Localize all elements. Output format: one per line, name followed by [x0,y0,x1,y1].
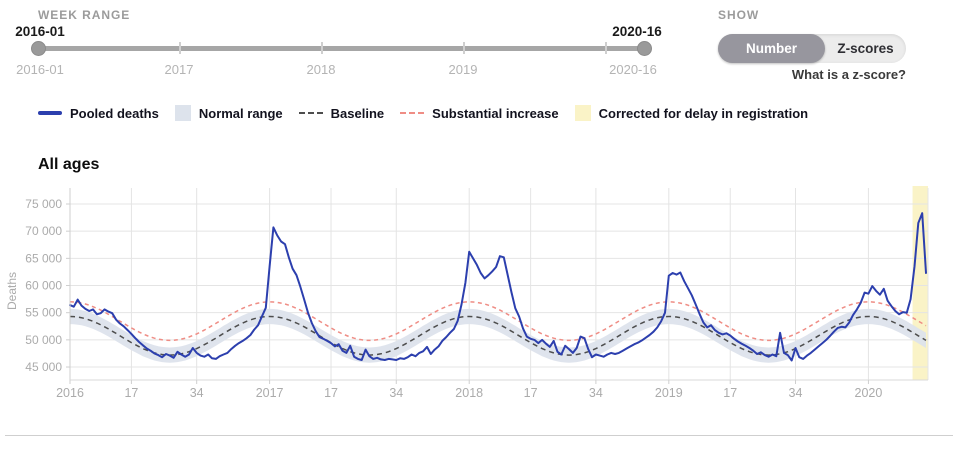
legend-label: Baseline [330,105,385,121]
legend-label: Substantial increase [432,105,559,121]
bottom-divider [5,435,953,436]
pooled-deaths-line [69,212,927,362]
legend-item-baseline: Baseline [298,105,385,121]
week-range-slider-track[interactable] [38,46,648,51]
x-tick-label: 2018 [455,386,483,400]
slider-start-value: 2016-01 [15,24,65,39]
slider-scale-2017: 2017 [164,62,194,77]
slider-scale-2018: 2018 [306,62,336,77]
slider-scale-2016-01: 2016-01 [16,62,64,77]
x-tick-label: 2016 [56,386,84,400]
x-tick-label: 34 [589,386,603,400]
mortality-chart[interactable]: 75 000 70 000 65 000 60 000 55 000 50 000 45 0… [0,176,959,421]
z-scores-button[interactable]: Z-scores [837,41,894,56]
corrected-region-band [912,186,928,380]
y-tick-label: 45 000 [25,360,62,374]
slider-handle-start[interactable] [31,41,46,56]
x-tick-label: 17 [124,386,138,400]
z-score-help-link[interactable]: What is a z-score? [791,67,906,82]
legend-label: Normal range [198,105,283,121]
number-button[interactable]: Number [718,34,825,63]
slider-scale-2020-16: 2020-16 [609,62,657,77]
section-title-all-ages: All ages [38,156,100,173]
legend-item-substantial-increase: Substantial increase [400,105,559,121]
slider-tick-2020 [605,42,607,54]
substantial-increase-swatch-icon [400,112,425,114]
slider-tick-2019 [463,42,465,54]
x-tick-label: 2020 [855,386,883,400]
x-tick-label: 2019 [655,386,683,400]
y-tick-label: 50 000 [25,333,62,347]
x-tick-label: 17 [723,386,737,400]
x-tick-label: 34 [789,386,803,400]
y-tick-label: 55 000 [25,306,62,320]
show-toggle: Number Z-scores [718,34,906,63]
chart-canvas[interactable]: 75 000 70 000 65 000 60 000 55 000 50 000 45 0… [0,176,959,421]
chart-legend: Pooled deaths Normal range Baseline Subs… [38,105,808,121]
legend-item-normal-range: Normal range [174,105,283,121]
y-tick-label: 60 000 [25,279,62,293]
week-range-label: WEEK RANGE [38,8,131,22]
x-tick-label: 34 [190,386,204,400]
x-tick-label: 2017 [256,386,284,400]
y-tick-label: 70 000 [25,224,62,238]
legend-label: Pooled deaths [70,105,159,121]
pooled-deaths-swatch-icon [38,111,62,115]
y-tick-label: 65 000 [25,251,62,265]
slider-tick-2018 [321,42,323,54]
slider-end-value: 2020-16 [612,24,662,39]
normal-range-swatch-icon [174,105,191,121]
slider-handle-end[interactable] [637,41,652,56]
legend-item-pooled-deaths: Pooled deaths [38,106,159,121]
x-tick-label: 17 [324,386,338,400]
y-axis-title: Deaths [5,272,19,310]
slider-scale-2019: 2019 [448,62,478,77]
legend-label: Corrected for delay in registration [598,105,809,121]
corrected-delay-swatch-icon [574,105,591,121]
normal-range-band [70,308,926,363]
baseline-swatch-icon [298,112,323,114]
substantial-increase-line [69,301,927,342]
x-tick-label: 34 [389,386,403,400]
x-tick-label: 17 [524,386,538,400]
slider-tick-2017 [179,42,181,54]
show-label: SHOW [718,8,760,22]
y-tick-label: 75 000 [25,197,62,211]
legend-item-corrected-delay: Corrected for delay in registration [574,105,809,121]
